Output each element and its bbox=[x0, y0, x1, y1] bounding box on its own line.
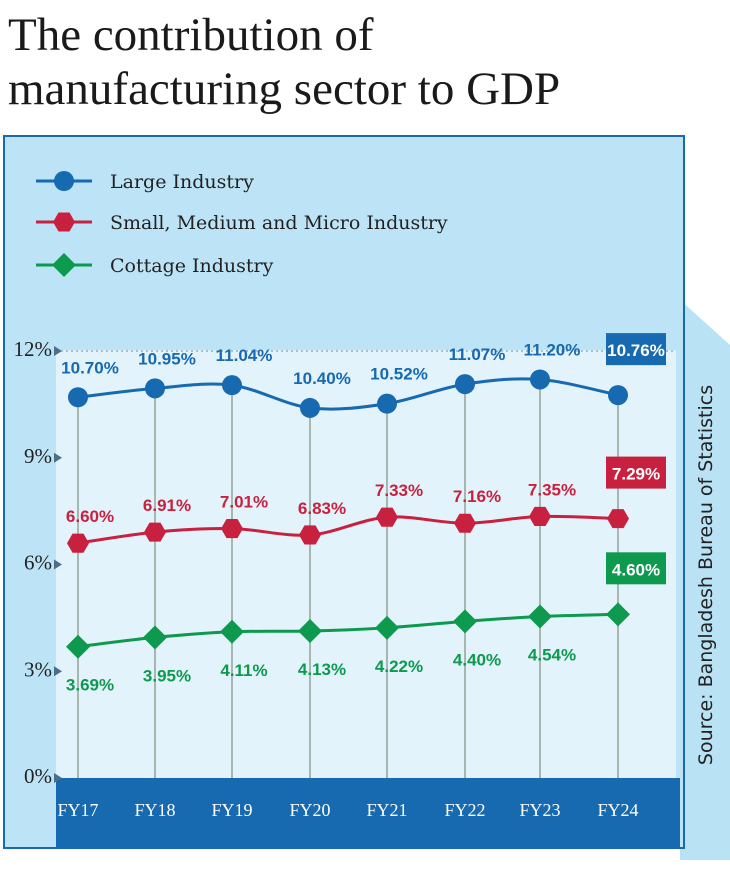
data-label: 4.11% bbox=[220, 661, 267, 680]
data-label: 7.35% bbox=[528, 480, 576, 499]
final-value-label: 4.60% bbox=[612, 560, 660, 579]
series-group: 10.70% 10.95% 11.04% 10.40% 10.52% 11.07% 11.2… bbox=[61, 333, 666, 695]
data-label: 4.13% bbox=[298, 660, 346, 679]
data-label: 7.01% bbox=[220, 493, 268, 512]
data-point bbox=[144, 522, 166, 542]
legend-label: Large Industry bbox=[110, 171, 254, 193]
y-tick-label: 6% bbox=[24, 551, 52, 575]
data-point bbox=[143, 625, 167, 650]
legend: Large Industry Small, Medium and Micro In… bbox=[36, 171, 448, 277]
data-point bbox=[377, 393, 397, 414]
data-label: 10.95% bbox=[138, 349, 196, 368]
data-point bbox=[455, 374, 475, 395]
data-point bbox=[68, 387, 88, 408]
y-tick-arrow bbox=[54, 559, 62, 570]
data-label: 4.40% bbox=[453, 650, 501, 669]
data-label: 10.40% bbox=[293, 369, 351, 388]
data-label: 10.52% bbox=[370, 365, 428, 384]
data-point bbox=[529, 506, 551, 526]
y-tick-arrow bbox=[54, 666, 62, 677]
data-label: 4.22% bbox=[375, 657, 423, 676]
source-note: Source: Bangladesh Bureau of Statistics bbox=[695, 384, 717, 766]
data-label: 4.54% bbox=[528, 645, 576, 664]
x-tick-label: FY22 bbox=[444, 800, 485, 820]
data-point bbox=[299, 525, 321, 545]
y-tick-label: 12% bbox=[14, 337, 53, 361]
y-tick-arrow bbox=[54, 773, 62, 783]
final-value-box bbox=[606, 456, 666, 489]
data-label: 11.07% bbox=[449, 345, 506, 364]
x-tick-label: FY19 bbox=[211, 800, 252, 820]
x-tick-label: FY17 bbox=[57, 800, 98, 820]
data-label: 11.04% bbox=[216, 346, 273, 365]
final-value-label: 10.76% bbox=[607, 341, 665, 360]
data-point bbox=[376, 507, 398, 527]
data-point bbox=[530, 369, 550, 390]
series-cottage-industry: 3.69% 3.95% 4.11% 4.13% 4.22% 4.40% 4.54% 4.60% bbox=[66, 552, 666, 695]
series-small-medium-and-micro-industry: 6.60% 6.91% 7.01% 6.83% 7.33% 7.16% 7.35% 7.29% bbox=[66, 456, 666, 553]
data-point bbox=[606, 602, 630, 627]
data-point bbox=[67, 533, 89, 553]
y-axis: 0% 3% 6% 9% 12% bbox=[14, 337, 62, 788]
y-tick-arrow bbox=[54, 452, 62, 463]
x-axis-band bbox=[56, 778, 680, 848]
y-tick-label: 3% bbox=[24, 657, 52, 681]
data-point bbox=[222, 375, 242, 396]
data-point bbox=[298, 619, 322, 644]
data-label: 6.60% bbox=[66, 507, 114, 526]
final-value-box bbox=[606, 333, 666, 366]
data-label: 6.91% bbox=[143, 496, 191, 515]
drop-lines bbox=[77, 379, 619, 778]
data-point bbox=[528, 604, 552, 629]
legend-marker bbox=[54, 171, 74, 191]
data-label: 7.33% bbox=[375, 481, 423, 500]
data-label: 3.95% bbox=[143, 666, 191, 685]
title-line-1: The contribution of bbox=[8, 9, 374, 61]
data-label: 10.70% bbox=[61, 358, 119, 377]
x-tick-label: FY20 bbox=[289, 800, 330, 820]
data-point bbox=[375, 615, 399, 640]
plot-area bbox=[56, 350, 676, 778]
legend-marker bbox=[53, 212, 75, 232]
x-tick-label: FY18 bbox=[134, 800, 175, 820]
data-label: 7.16% bbox=[453, 487, 501, 506]
data-point bbox=[145, 378, 165, 399]
series-large-industry: 10.70% 10.95% 11.04% 10.40% 10.52% 11.07% 11.2… bbox=[61, 333, 666, 418]
legend-label: Cottage Industry bbox=[110, 255, 274, 277]
data-point bbox=[300, 397, 320, 418]
x-axis: FY17 FY18 FY19 FY20 FY21 FY22 FY23 FY24 bbox=[57, 800, 638, 820]
x-tick-label: FY23 bbox=[519, 800, 560, 820]
y-tick-arrow bbox=[54, 346, 62, 356]
data-point bbox=[608, 385, 628, 406]
title-line-2: manufacturing sector to GDP bbox=[8, 63, 561, 115]
data-label: 3.69% bbox=[66, 676, 114, 695]
final-value-label: 7.29% bbox=[612, 465, 660, 484]
data-label: 11.20% bbox=[524, 340, 581, 359]
data-point bbox=[221, 519, 243, 539]
x-tick-label: FY24 bbox=[597, 800, 638, 820]
data-point bbox=[454, 513, 476, 533]
data-point bbox=[453, 609, 477, 634]
chart-title: The contribution of manufacturing sector… bbox=[8, 8, 560, 116]
data-point bbox=[220, 619, 244, 644]
source-tab bbox=[680, 300, 730, 860]
y-tick-label: 0% bbox=[24, 764, 52, 788]
x-tick-label: FY21 bbox=[366, 800, 407, 820]
data-point bbox=[66, 634, 90, 659]
final-value-box bbox=[606, 552, 666, 585]
data-label: 6.83% bbox=[298, 499, 346, 518]
legend-marker bbox=[52, 253, 76, 277]
legend-label: Small, Medium and Micro Industry bbox=[110, 212, 448, 234]
data-point bbox=[607, 509, 629, 529]
y-tick-label: 9% bbox=[24, 444, 52, 468]
